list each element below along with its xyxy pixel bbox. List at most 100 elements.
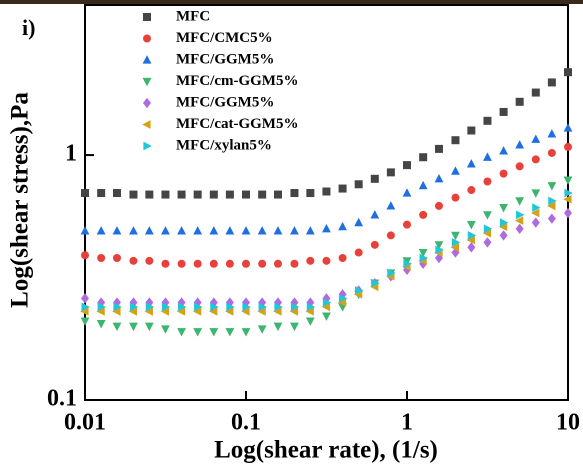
y-axis-title: Log(shear stress),Pa	[7, 92, 34, 308]
data-point	[129, 256, 138, 265]
data-point	[499, 146, 508, 155]
data-point	[177, 259, 186, 268]
data-point	[483, 152, 492, 161]
data-point	[225, 307, 234, 316]
x-axis-title: Log(shear rate), (1/s)	[214, 437, 438, 464]
data-point	[258, 259, 267, 268]
data-point	[434, 144, 443, 153]
data-point	[419, 253, 428, 263]
data-point	[81, 293, 89, 304]
legend-label: MFC	[176, 8, 210, 24]
data-point	[466, 235, 475, 245]
data-point	[273, 190, 282, 199]
data-point	[547, 78, 556, 87]
data-point	[193, 328, 203, 337]
data-point	[290, 322, 299, 332]
data-point	[338, 184, 347, 193]
data-point	[450, 242, 460, 252]
data-point	[97, 254, 106, 263]
data-point	[177, 328, 186, 337]
data-point	[161, 325, 170, 334]
data-point	[177, 226, 186, 235]
data-point	[209, 226, 219, 235]
data-point	[193, 190, 202, 199]
data-point	[403, 161, 411, 170]
data-point	[209, 259, 218, 268]
data-point	[80, 317, 90, 326]
data-point	[483, 211, 492, 220]
data-point	[338, 254, 347, 263]
data-point	[515, 140, 525, 149]
legend-label: MFC/xylan5%	[176, 137, 272, 153]
data-point	[273, 226, 283, 235]
data-point	[532, 203, 541, 213]
data-point	[290, 302, 300, 312]
data-point	[354, 217, 364, 227]
data-point	[225, 226, 235, 235]
data-point	[81, 302, 90, 312]
data-point	[419, 153, 428, 162]
data-point	[274, 302, 283, 312]
data-point	[419, 210, 428, 219]
data-point	[129, 322, 138, 332]
data-point	[176, 307, 186, 316]
data-point	[451, 193, 460, 202]
data-point	[112, 226, 122, 235]
data-point	[209, 328, 219, 337]
data-point	[563, 123, 573, 132]
data-point	[289, 307, 299, 316]
data-point	[547, 148, 556, 157]
data-point	[498, 222, 508, 232]
y-tick-label: 0.1	[47, 386, 77, 412]
data-point	[402, 188, 412, 197]
data-point	[467, 126, 476, 135]
data-point	[144, 322, 154, 332]
data-point	[112, 254, 121, 263]
data-point	[499, 230, 508, 241]
data-point	[370, 210, 380, 219]
legend-label: MFC/GGM5%	[176, 51, 274, 67]
data-point	[322, 256, 331, 265]
data-point	[355, 286, 364, 295]
data-point	[434, 174, 444, 183]
legend-marker	[143, 34, 151, 43]
data-point	[547, 213, 556, 224]
data-point	[193, 226, 203, 235]
data-point	[403, 220, 411, 229]
data-point	[370, 240, 379, 249]
data-point	[290, 226, 299, 235]
data-point	[305, 317, 315, 326]
data-point	[354, 180, 363, 189]
data-point	[451, 166, 460, 175]
legend-marker	[143, 141, 152, 151]
data-point	[354, 248, 363, 257]
data-point	[241, 328, 251, 337]
data-point	[451, 231, 460, 241]
data-point	[467, 230, 477, 240]
data-point	[547, 182, 557, 191]
data-point	[129, 226, 138, 235]
data-point	[97, 189, 106, 198]
data-point	[161, 226, 170, 235]
data-point	[225, 328, 235, 337]
data-point	[290, 259, 299, 268]
data-point	[370, 174, 379, 183]
data-point	[177, 190, 186, 199]
data-point	[516, 210, 525, 220]
data-point	[258, 190, 267, 199]
data-point	[499, 204, 508, 213]
data-point	[112, 189, 121, 198]
data-point	[547, 129, 557, 138]
data-point	[531, 134, 541, 143]
data-point	[112, 307, 121, 316]
data-point	[97, 302, 106, 312]
legend-marker	[142, 77, 152, 87]
data-point	[129, 302, 139, 312]
data-point	[257, 325, 267, 334]
data-point	[225, 259, 234, 268]
data-point	[128, 307, 138, 316]
data-point	[515, 197, 525, 206]
data-point	[514, 216, 524, 226]
data-point	[305, 307, 314, 316]
data-point	[305, 226, 315, 235]
